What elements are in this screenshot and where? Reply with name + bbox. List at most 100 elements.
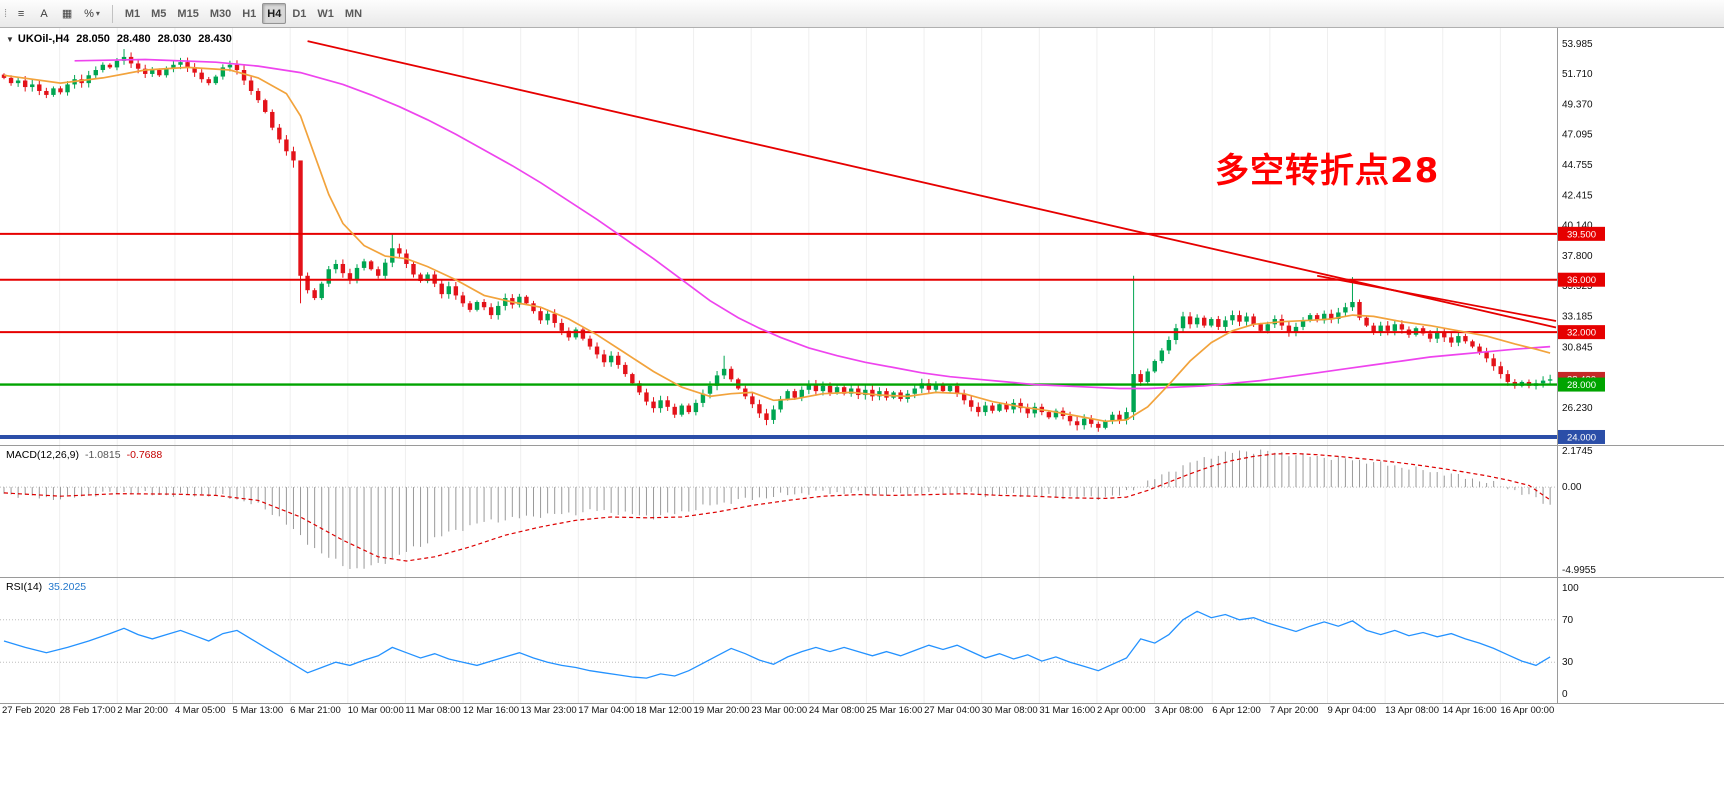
- timeframe-m30-button[interactable]: M30: [205, 3, 236, 24]
- macd-pane[interactable]: 2.1745 0.00 -4.9955: [0, 446, 1724, 577]
- candle-body: [764, 413, 769, 420]
- price-badge: [1558, 377, 1605, 392]
- candle-body: [1314, 315, 1320, 321]
- candle-body: [44, 90, 49, 95]
- candle-body: [849, 388, 854, 394]
- candle-body: [1456, 336, 1461, 343]
- candle-body: [813, 384, 819, 392]
- candle-body: [686, 405, 692, 413]
- pane-separator[interactable]: [0, 577, 1724, 578]
- timeframe-mn-button[interactable]: MN: [340, 3, 367, 24]
- toolbar-separator: [111, 4, 113, 23]
- candle-body: [679, 405, 684, 415]
- candle-body: [997, 404, 1002, 411]
- trend-line[interactable]: [307, 40, 1557, 329]
- timeframe-d1-button[interactable]: D1: [287, 3, 311, 24]
- symbol-dropdown-icon[interactable]: ▼: [6, 35, 14, 44]
- candle-body: [164, 68, 169, 76]
- candle-body: [375, 269, 381, 276]
- candle-body: [340, 263, 346, 274]
- candle-body: [1385, 325, 1390, 331]
- timeframe-m15-button[interactable]: M15: [172, 3, 203, 24]
- candle-body: [601, 354, 607, 363]
- time-label: 4 Mar 05:00: [174, 705, 226, 716]
- candle-body: [368, 261, 374, 270]
- trend-line[interactable]: [1316, 274, 1557, 322]
- price-tick: 40.140: [1562, 220, 1593, 231]
- rsi-pane[interactable]: 100 70 30 0: [0, 578, 1724, 703]
- candle-body: [531, 303, 536, 312]
- pointer-icon[interactable]: A: [33, 3, 55, 24]
- candle-body: [693, 402, 699, 413]
- time-label: 17 Mar 04:00: [578, 705, 635, 716]
- ohlc-high: 28.480: [116, 33, 151, 45]
- time-label: 13 Mar 23:00: [520, 705, 577, 716]
- macd-scale-tick: -4.9955: [1562, 565, 1596, 576]
- ma-fast-line[interactable]: [3, 66, 1551, 423]
- macd-main-value: -1.0815: [84, 449, 121, 461]
- candle-body: [171, 64, 176, 69]
- timeframe-h1-button[interactable]: H1: [237, 3, 261, 24]
- timeframe-m1-button[interactable]: M1: [120, 3, 145, 24]
- candle-body: [1145, 371, 1150, 382]
- candle-body: [30, 84, 35, 88]
- percent-icon[interactable]: % ▾: [79, 3, 105, 24]
- candle-body: [326, 269, 331, 284]
- time-label: 30 Mar 08:00: [981, 705, 1038, 716]
- candle-body: [757, 404, 762, 414]
- candle-body: [1216, 319, 1221, 327]
- ohlc-close: 28.430: [198, 33, 232, 45]
- candle-body: [241, 70, 247, 81]
- chart-type-icon[interactable]: ▦: [56, 3, 78, 24]
- main-chart-pane[interactable]: 53.985 51.710 49.370 47.095 44.755 42.415 40.1…: [0, 28, 1724, 445]
- menu-icon[interactable]: ≡: [10, 3, 32, 24]
- candle-body: [143, 68, 148, 74]
- candle-body: [1357, 301, 1362, 318]
- candle-body: [107, 64, 113, 68]
- price-badge: [1558, 429, 1605, 444]
- candle-body: [1180, 316, 1186, 329]
- candle-body: [263, 100, 268, 112]
- candle-body: [312, 290, 317, 299]
- time-axis[interactable]: 27 Feb 2020 28 Feb 17:00 2 Mar 20:00 4 Mar …: [0, 705, 1557, 721]
- candle-body: [298, 160, 303, 276]
- timeframe-m5-button[interactable]: M5: [146, 3, 171, 24]
- candle-body: [651, 401, 656, 409]
- candle-body: [1399, 324, 1405, 330]
- macd-name: MACD(12,26,9): [6, 449, 79, 461]
- candle-body: [637, 383, 642, 393]
- candle-body: [425, 274, 430, 282]
- candle-body: [517, 296, 522, 305]
- price-badge: [1558, 272, 1605, 287]
- timeframe-w1-button[interactable]: W1: [312, 3, 339, 24]
- candle-body: [150, 70, 155, 74]
- time-label: 12 Mar 16:00: [463, 705, 520, 716]
- candle-body: [1293, 326, 1299, 333]
- price-badge-label: 28.000: [1567, 380, 1596, 391]
- chart-annotation-text[interactable]: 多空转折点28: [1215, 151, 1440, 191]
- price-tick: 26.230: [1562, 403, 1593, 414]
- candle-body: [347, 273, 353, 280]
- candle-body: [1074, 421, 1080, 426]
- pane-separator[interactable]: [0, 445, 1724, 446]
- candle-body: [1307, 315, 1313, 321]
- candle-body: [580, 329, 586, 339]
- time-label: 3 Apr 08:00: [1154, 705, 1204, 716]
- price-tick: 30.845: [1562, 342, 1593, 353]
- candle-body: [460, 295, 466, 304]
- candle-body: [178, 62, 183, 65]
- candle-body: [545, 313, 550, 321]
- candle-body: [1103, 421, 1108, 428]
- symbol-name: UKOil-,H4: [17, 33, 70, 45]
- dropdown-caret-icon: ▾: [95, 9, 100, 18]
- candle-body: [319, 283, 324, 299]
- candle-body: [912, 388, 917, 394]
- ma-slow-line[interactable]: [74, 58, 1551, 390]
- candle-body: [1131, 374, 1136, 413]
- candle-body: [1378, 325, 1383, 333]
- price-tick: 53.985: [1562, 39, 1593, 50]
- candle-body: [22, 80, 28, 88]
- timeframe-h4-button[interactable]: H4: [262, 3, 287, 24]
- candle-body: [933, 384, 939, 390]
